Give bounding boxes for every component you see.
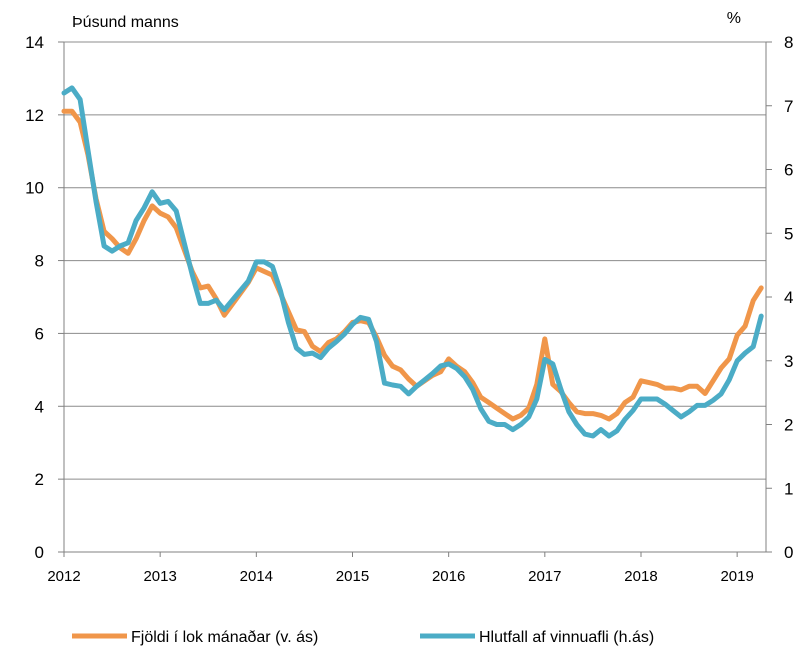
axes (63, 42, 767, 553)
legend-label-hlutfall: Hlutfall af vinnuafli (h.ás) (479, 629, 654, 646)
x-tick-label: 2019 (720, 568, 753, 585)
left-tick-label: 8 (35, 252, 44, 271)
series-line-fjoldi (61, 108, 764, 422)
left-tick-label: 2 (35, 470, 44, 489)
series-lines (61, 85, 764, 439)
legend: Fjöldi í lok mánaðar (v. ás) Hlutfall af… (72, 629, 654, 646)
right-tick-label: 3 (784, 352, 793, 371)
right-tick-label: 1 (784, 479, 793, 498)
x-tick-label: 2015 (336, 568, 369, 585)
right-tick-label: 2 (784, 416, 793, 435)
series-line-hlutfall (61, 85, 764, 439)
x-tick-label: 2012 (47, 568, 80, 585)
left-axis-ticks: 0 2 4 6 8 10 12 14 (25, 33, 64, 562)
right-axis-ticks: 0 1 2 3 4 5 6 7 8 (766, 33, 793, 562)
left-tick-label: 10 (25, 179, 44, 198)
legend-label-fjoldi: Fjöldi í lok mánaðar (v. ás) (131, 629, 318, 646)
right-tick-label: 7 (784, 97, 793, 116)
left-tick-label: 12 (25, 106, 44, 125)
gridlines (64, 41, 766, 480)
x-tick-label: 2018 (624, 568, 657, 585)
right-axis-unit: % (727, 10, 741, 27)
right-tick-label: 5 (784, 224, 793, 243)
right-tick-label: 0 (784, 543, 793, 562)
right-tick-label: 6 (784, 161, 793, 180)
right-tick-label: 8 (784, 33, 793, 52)
left-tick-label: 0 (35, 543, 44, 562)
x-tick-label: 2013 (143, 568, 176, 585)
x-tick-label: 2016 (432, 568, 465, 585)
x-tick-label: 2014 (240, 568, 273, 585)
x-axis-ticks: 2012 2013 2014 2015 2016 2017 2018 2019 (47, 552, 754, 585)
left-tick-label: 4 (35, 397, 44, 416)
left-tick-label: 14 (25, 33, 44, 52)
left-axis-unit: Þúsund manns (72, 14, 179, 31)
left-tick-label: 6 (35, 324, 44, 343)
right-tick-label: 4 (784, 288, 793, 307)
x-tick-label: 2017 (528, 568, 561, 585)
